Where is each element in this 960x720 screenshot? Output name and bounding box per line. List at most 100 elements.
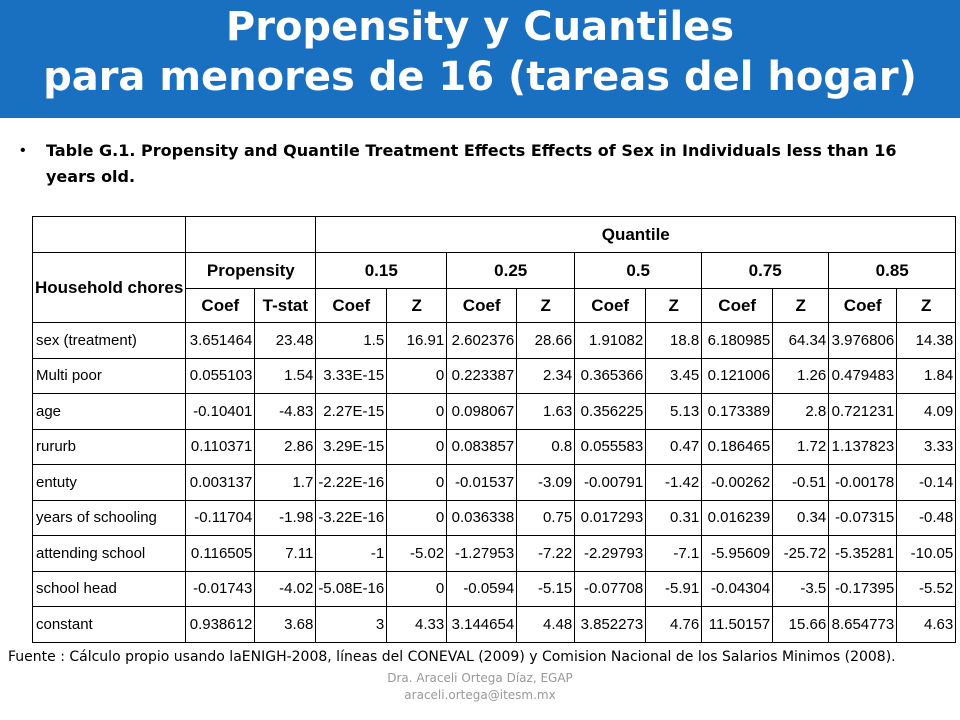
table-cell: -5.15 bbox=[516, 570, 576, 607]
table-row: Multi poor 0.055103 1.54 3.33E-15 0 0.223387 2… bbox=[31, 357, 957, 394]
table-cell: -2.22E-16 bbox=[315, 464, 388, 501]
stat-header: T-stat bbox=[254, 288, 317, 323]
table-row: years of schooling -0.11704 -1.98 -3.22E-16… bbox=[31, 499, 957, 536]
table-cell: 2.86 bbox=[254, 428, 317, 465]
table-cell: 0.016239 bbox=[701, 499, 774, 536]
table-cell: 3.33E-15 bbox=[315, 357, 388, 394]
table-cell: 3.33 bbox=[896, 428, 957, 465]
table-cell: 0.186465 bbox=[701, 428, 774, 465]
table-cell: -3.5 bbox=[772, 570, 830, 607]
row-label: attending school bbox=[31, 535, 187, 572]
table-cell: -0.04304 bbox=[701, 570, 774, 607]
table-row: constant 0.938612 3.68 3 4.33 3.144654 4.48 3.8… bbox=[31, 606, 957, 643]
table-cell: 2.8 bbox=[772, 393, 830, 430]
stat-header: Z bbox=[772, 288, 830, 323]
table-cell: -0.01743 bbox=[185, 570, 256, 607]
table-cell: 3.852273 bbox=[574, 606, 647, 643]
table-cell: -0.48 bbox=[896, 499, 957, 536]
table-cell: -4.02 bbox=[254, 570, 317, 607]
table-cell: -25.72 bbox=[772, 535, 830, 572]
table-cell: -10.05 bbox=[896, 535, 957, 572]
stat-header: Coef bbox=[828, 288, 898, 323]
table-cell: 0.365366 bbox=[574, 357, 647, 394]
table-cell: -0.00178 bbox=[828, 464, 898, 501]
table-cell: 1.84 bbox=[896, 357, 957, 394]
table-cell: 0.938612 bbox=[185, 606, 256, 643]
table-cell: 0 bbox=[386, 499, 448, 536]
table-cell: 0 bbox=[386, 570, 448, 607]
table-cell: -0.11704 bbox=[185, 499, 256, 536]
header-row-groups: Household chores Propensity 0.15 0.25 0.… bbox=[31, 252, 957, 323]
stat-header: Coef bbox=[185, 288, 256, 323]
table-cell: 0.721231 bbox=[828, 393, 898, 430]
table-cell: 11.50157 bbox=[701, 606, 774, 643]
table-cell: 0.173389 bbox=[701, 393, 774, 430]
row-label: constant bbox=[31, 606, 187, 643]
table-row: school head -0.01743 -4.02 -5.08E-16 0 -0.059… bbox=[31, 570, 957, 607]
table-cell: 0.356225 bbox=[574, 393, 647, 430]
footer-author: Dra. Araceli Ortega Díaz, EGAP bbox=[387, 671, 573, 685]
blank-cell bbox=[31, 216, 187, 253]
table-cell: 1.7 bbox=[254, 464, 317, 501]
stat-header: Coef bbox=[701, 288, 774, 323]
table-cell: -5.08E-16 bbox=[315, 570, 388, 607]
table-cell: 0.479483 bbox=[828, 357, 898, 394]
table-cell: 3.68 bbox=[254, 606, 317, 643]
table-cell: 0 bbox=[386, 428, 448, 465]
row-label: years of schooling bbox=[31, 499, 187, 536]
table-cell: 4.33 bbox=[386, 606, 448, 643]
table-cell: 0.003137 bbox=[185, 464, 256, 501]
table-cell: 0.34 bbox=[772, 499, 830, 536]
table-cell: 3 bbox=[315, 606, 388, 643]
table-cell: -0.10401 bbox=[185, 393, 256, 430]
table-cell: 0.110371 bbox=[185, 428, 256, 465]
table-cell: 2.602376 bbox=[446, 322, 518, 359]
quantile-label: 0.85 bbox=[828, 252, 957, 289]
quantile-label: 0.15 bbox=[315, 252, 448, 289]
title-banner bbox=[0, 0, 960, 118]
table-cell: 6.180985 bbox=[701, 322, 774, 359]
table-cell: 3.29E-15 bbox=[315, 428, 388, 465]
table-cell: 18.8 bbox=[645, 322, 703, 359]
table-cell: 0.017293 bbox=[574, 499, 647, 536]
table-cell: 0 bbox=[386, 357, 448, 394]
row-label: entuty bbox=[31, 464, 187, 501]
table-cell: 4.48 bbox=[516, 606, 576, 643]
table-cell: 3.651464 bbox=[185, 322, 256, 359]
table-cell: 28.66 bbox=[516, 322, 576, 359]
table-body: sex (treatment) 3.651464 23.48 1.5 16.91 2.60… bbox=[31, 322, 957, 643]
table-cell: 0.223387 bbox=[446, 357, 518, 394]
table-cell: -5.35281 bbox=[828, 535, 898, 572]
table-cell: -3.09 bbox=[516, 464, 576, 501]
table-cell: 1.26 bbox=[772, 357, 830, 394]
stat-header: Coef bbox=[574, 288, 647, 323]
table-cell: 1.137823 bbox=[828, 428, 898, 465]
table-cell: -0.51 bbox=[772, 464, 830, 501]
table-cell: 64.34 bbox=[772, 322, 830, 359]
table-cell: 3.976806 bbox=[828, 322, 898, 359]
title-line-1: Propensity y Cuantiles bbox=[225, 4, 735, 50]
table-cell: -0.00262 bbox=[701, 464, 774, 501]
table-cell: -1.27953 bbox=[446, 535, 518, 572]
quantile-header: Quantile bbox=[315, 216, 957, 253]
table-cell: -1 bbox=[315, 535, 388, 572]
table-cell: 0 bbox=[386, 393, 448, 430]
table-cell: 0.31 bbox=[645, 499, 703, 536]
stat-header: Z bbox=[386, 288, 448, 323]
table-row: attending school 0.116505 7.11 -1 -5.02 -1.27… bbox=[31, 535, 957, 572]
row-header: Household chores bbox=[31, 252, 187, 323]
table-cell: 0.75 bbox=[516, 499, 576, 536]
slide-title: Propensity y Cuantiles para menores de 1… bbox=[0, 2, 960, 102]
table-cell: -0.07708 bbox=[574, 570, 647, 607]
table-cell: 2.34 bbox=[516, 357, 576, 394]
header-row-stats: Coef T-stat Coef Z Coef Z Coef Z Coef Z Coef Z bbox=[33, 288, 957, 323]
table-cell: 5.13 bbox=[645, 393, 703, 430]
header-row-quantile: Quantile bbox=[31, 216, 957, 253]
table-cell: 4.63 bbox=[896, 606, 957, 643]
source-note: Fuente : Cálculo propio usando laENIGH-2… bbox=[8, 649, 896, 665]
table-cell: 1.54 bbox=[254, 357, 317, 394]
row-label: Multi poor bbox=[31, 357, 187, 394]
table-cell: -0.0594 bbox=[446, 570, 518, 607]
table-cell: 3.144654 bbox=[446, 606, 518, 643]
table-cell: 0.098067 bbox=[446, 393, 518, 430]
